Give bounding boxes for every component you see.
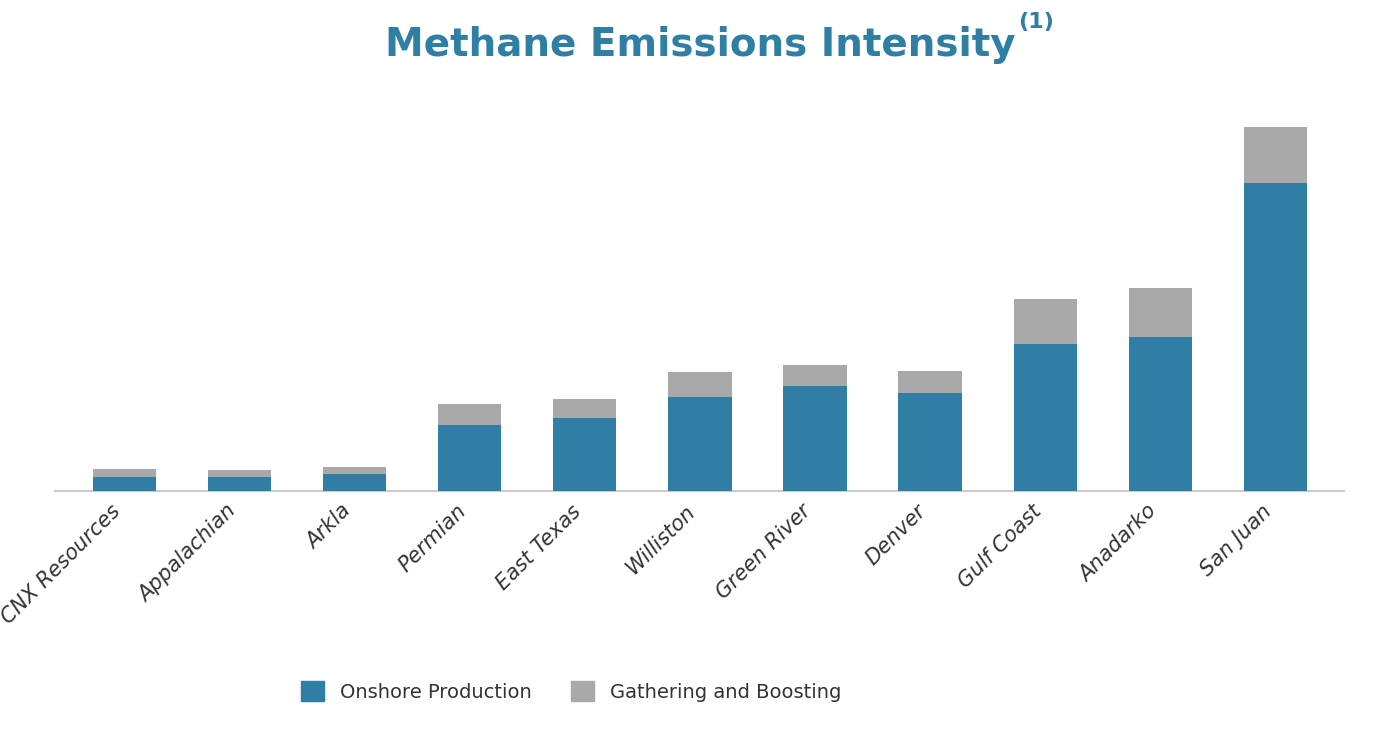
Bar [438,404,502,425]
Bar [1128,288,1192,337]
Bar [1243,128,1307,184]
Bar [783,365,847,386]
Bar [1243,184,1307,491]
Bar [438,425,502,491]
Bar [1128,337,1192,491]
Bar [208,477,272,491]
Text: Methane Emissions Intensity: Methane Emissions Intensity [385,26,1015,64]
Text: (1): (1) [1017,12,1053,33]
Bar [783,386,847,491]
Bar [93,469,157,477]
Bar [898,393,962,491]
Bar [323,474,387,491]
Bar [668,373,732,397]
Bar [898,370,962,393]
Bar [553,418,617,491]
Bar [1013,345,1077,491]
Bar [553,398,617,418]
Legend: Onshore Production, Gathering and Boosting: Onshore Production, Gathering and Boosti… [301,681,841,702]
Bar [323,467,387,474]
Bar [1013,299,1077,345]
Bar [208,470,272,477]
Bar [93,477,157,491]
Bar [668,397,732,491]
